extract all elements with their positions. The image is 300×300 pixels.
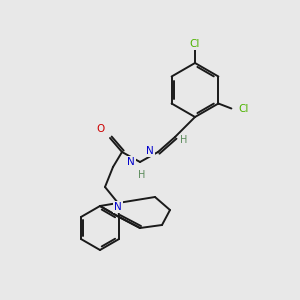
Text: Cl: Cl <box>238 103 249 113</box>
Text: N: N <box>146 146 154 156</box>
Text: H: H <box>138 170 146 180</box>
Text: Cl: Cl <box>190 39 200 49</box>
Text: N: N <box>127 157 135 167</box>
Text: H: H <box>180 135 188 145</box>
Text: O: O <box>97 124 105 134</box>
Text: N: N <box>114 202 122 212</box>
